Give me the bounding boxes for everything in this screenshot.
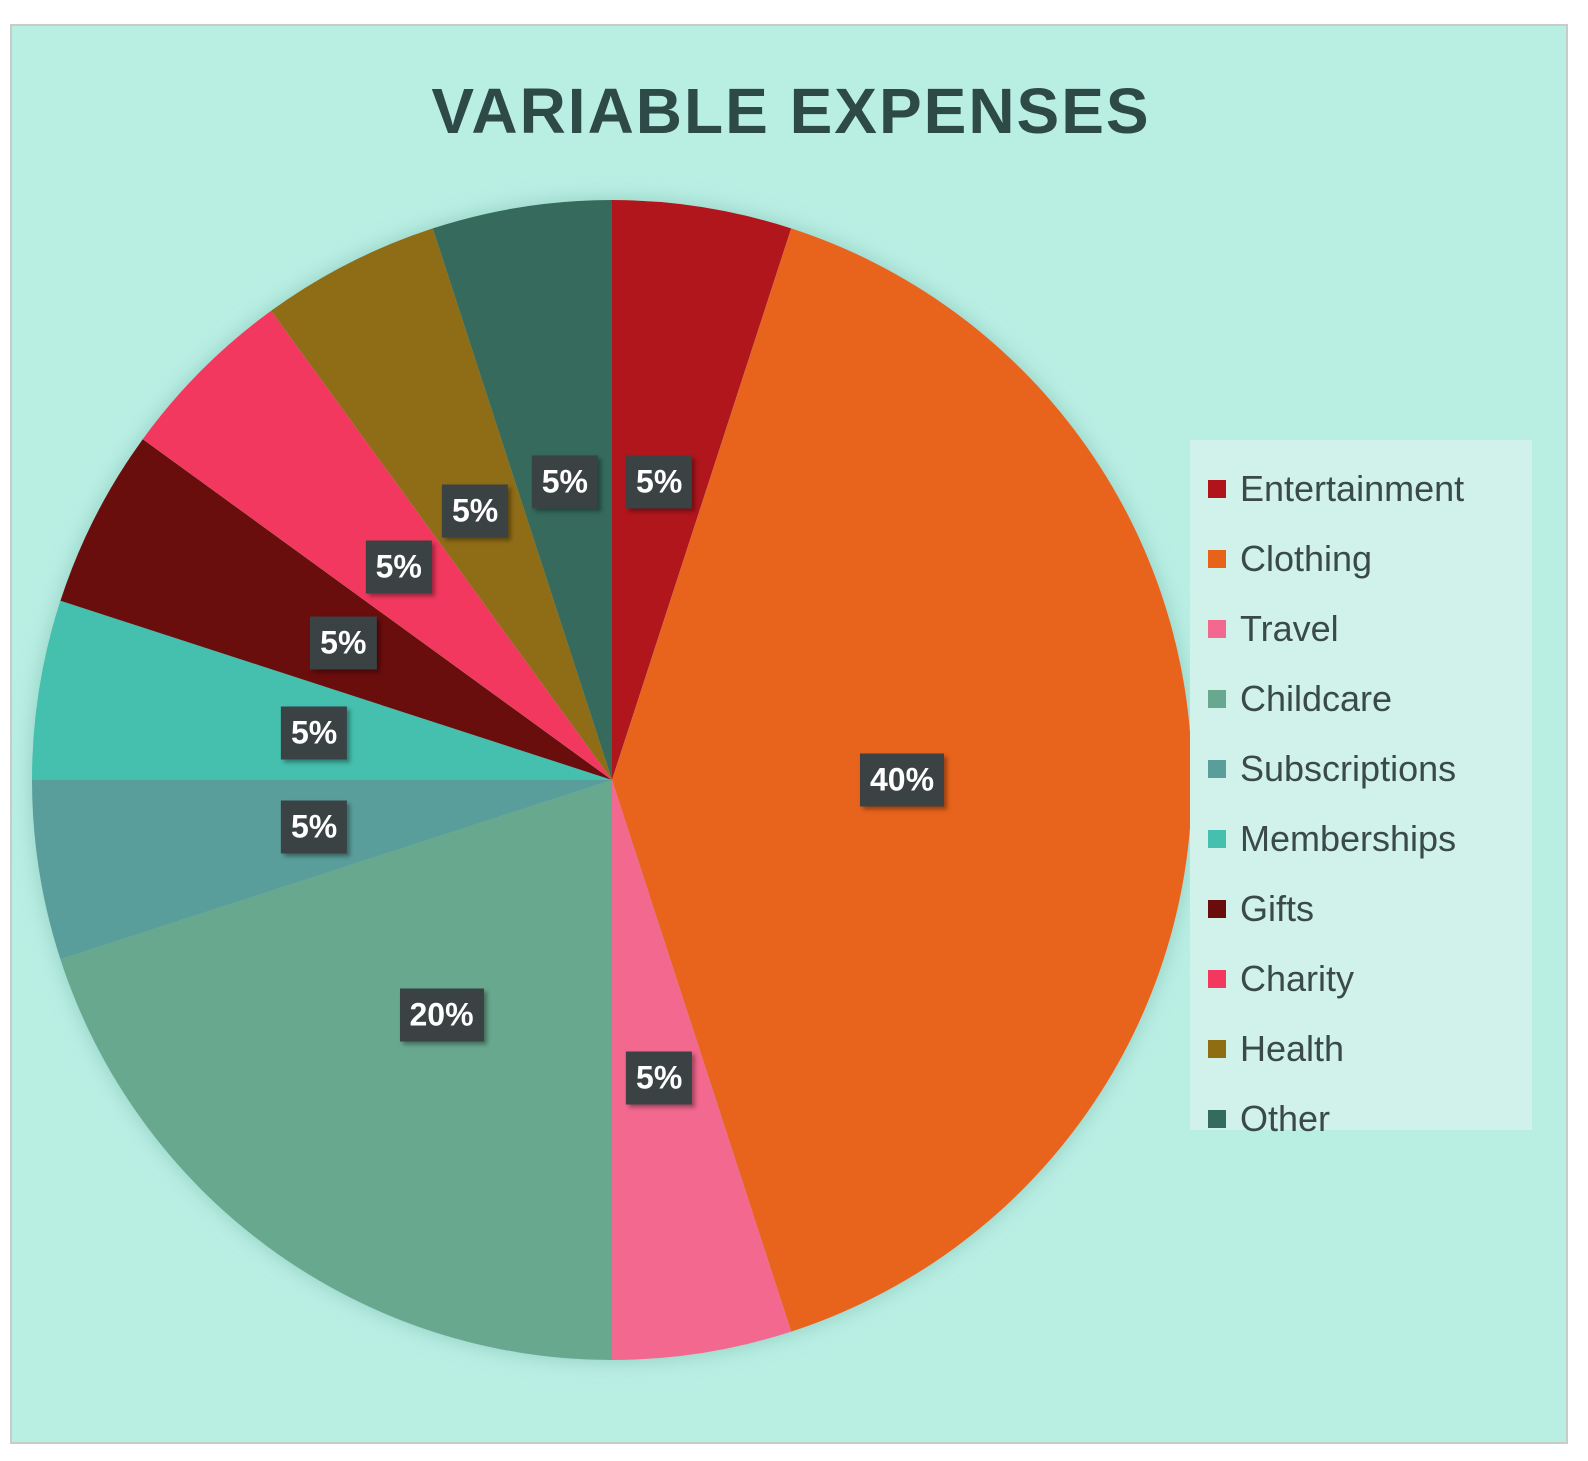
legend-item-travel: Travel — [1190, 594, 1532, 664]
legend-label: Other — [1240, 1098, 1331, 1139]
data-label-clothing: 40% — [859, 753, 945, 807]
chart-legend: Entertainment Clothing Travel Childcare Subs… — [1190, 440, 1532, 1139]
pie-slice-subscriptions — [32, 780, 612, 960]
legend-swatch — [1208, 550, 1226, 568]
legend-item-charity: Charity — [1190, 944, 1532, 1014]
legend-swatch — [1208, 690, 1226, 708]
data-label-charity: 5% — [365, 540, 432, 594]
legend-item-memberships: Memberships — [1190, 804, 1532, 874]
legend-swatch — [1208, 900, 1226, 918]
chart-area: VARIABLE EXPENSES Entertainment Clothing T… — [10, 24, 1568, 1444]
legend-swatch — [1208, 620, 1226, 638]
data-label-subscriptions: 5% — [280, 800, 348, 854]
legend-item-gifts: Gifts — [1190, 874, 1532, 944]
data-label-childcare: 20% — [399, 988, 484, 1042]
data-label-memberships: 5% — [280, 706, 348, 760]
legend-label: Clothing — [1240, 538, 1373, 579]
legend-item-clothing: Clothing — [1190, 524, 1532, 594]
legend-item-childcare: Childcare — [1190, 664, 1532, 734]
pie-slice-health — [271, 228, 612, 781]
pie-slice-other — [432, 200, 612, 780]
legend-label: Gifts — [1240, 888, 1315, 929]
legend-label: Subscriptions — [1240, 748, 1457, 789]
data-label-entertainment: 5% — [626, 455, 693, 509]
legend-item-other: Other — [1190, 1084, 1532, 1154]
legend-label: Charity — [1240, 958, 1355, 999]
legend-label: Childcare — [1240, 678, 1393, 719]
pie-slice-travel — [612, 780, 792, 1360]
pie-slice-childcare — [60, 780, 613, 1360]
pie-slice-memberships — [32, 600, 612, 780]
chart-title: VARIABLE EXPENSES — [431, 75, 1151, 147]
legend-swatch — [1208, 480, 1226, 498]
data-label-health: 5% — [441, 484, 509, 538]
pie-slice-entertainment — [612, 200, 792, 780]
legend-label: Travel — [1240, 608, 1339, 649]
legend-label: Health — [1240, 1028, 1345, 1069]
legend-swatch — [1208, 760, 1226, 778]
legend-item-health: Health — [1190, 1014, 1532, 1084]
data-label-travel: 5% — [626, 1051, 693, 1105]
legend-label: Entertainment — [1240, 468, 1465, 509]
legend-item-subscriptions: Subscriptions — [1190, 734, 1532, 804]
data-label-gifts: 5% — [310, 616, 377, 670]
legend-swatch — [1208, 1040, 1226, 1058]
legend-swatch — [1208, 1110, 1226, 1128]
pie-slice-gifts — [60, 439, 613, 780]
legend-swatch — [1208, 970, 1226, 988]
legend-swatch — [1208, 830, 1226, 848]
data-label-other: 5% — [531, 455, 598, 509]
legend-item-entertainment: Entertainment — [1190, 454, 1532, 524]
legend-label: Memberships — [1240, 818, 1457, 859]
